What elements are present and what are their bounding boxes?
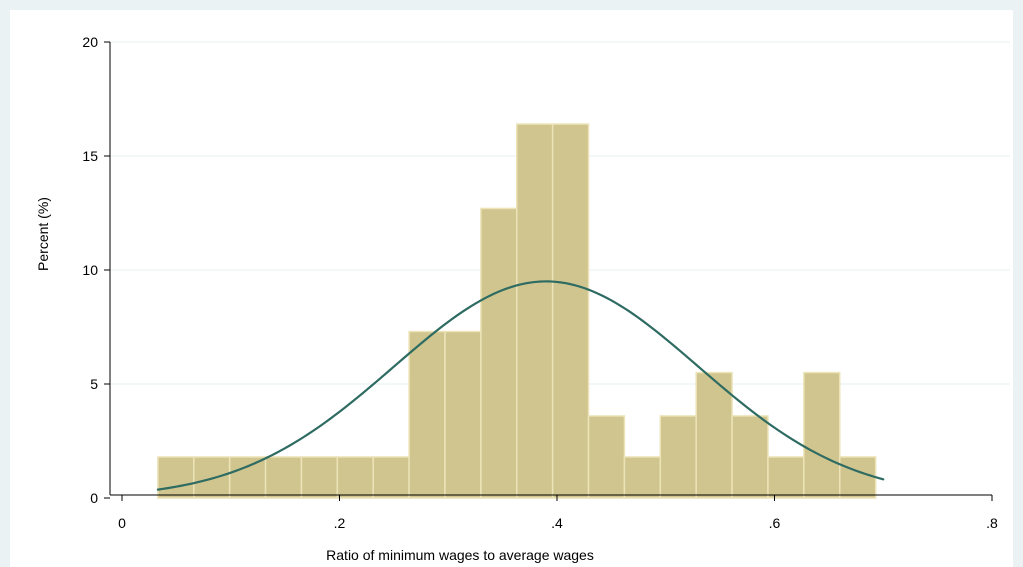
y-axis-ticks: 0 5 10 15 20	[82, 34, 110, 506]
histogram-bar-4	[300, 456, 339, 499]
y-axis-title: Percent (%)	[35, 197, 51, 271]
histogram-bar-9	[480, 207, 518, 499]
x-tick-label-1: .2	[334, 515, 346, 531]
histogram-bar-16	[731, 415, 769, 499]
histogram-bar-7	[408, 330, 446, 499]
histogram-bar-3	[264, 456, 303, 499]
histogram-bar-14	[659, 415, 697, 499]
y-tick-label-2: 10	[82, 262, 98, 278]
histogram-bar-15	[695, 371, 733, 499]
histogram-bar-0	[157, 456, 195, 499]
histogram-bar-10	[516, 123, 554, 499]
histogram-bar-17	[767, 456, 805, 499]
histogram-bar-2	[228, 456, 267, 499]
x-tick-label-2: .4	[551, 515, 563, 531]
histogram-bar-18	[803, 371, 841, 499]
x-tick-label-4: .8	[986, 515, 998, 531]
y-tick-label-1: 5	[90, 376, 98, 392]
axes	[109, 42, 992, 496]
x-axis-title: Ratio of minimum wages to average wages	[326, 547, 594, 563]
histogram-bar-13	[623, 456, 662, 499]
histogram-bar-6	[372, 456, 410, 499]
y-tick-label-3: 15	[82, 148, 98, 164]
x-tick-label-3: .6	[769, 515, 781, 531]
y-tick-label-4: 20	[82, 34, 98, 50]
y-tick-label-0: 0	[90, 490, 98, 506]
histogram-bar-19	[839, 456, 877, 499]
histogram-bar-12	[587, 415, 626, 499]
histogram-bar-8	[444, 330, 482, 499]
histogram-bar-11	[551, 123, 590, 499]
x-axis-ticks: 0 .2 .4 .6 .8	[118, 495, 998, 531]
density-curve-layer	[156, 280, 885, 491]
x-tick-label-0: 0	[118, 515, 126, 531]
histogram-bars	[157, 123, 877, 499]
histogram-bar-5	[336, 456, 374, 499]
normal-density-curve	[156, 280, 885, 491]
